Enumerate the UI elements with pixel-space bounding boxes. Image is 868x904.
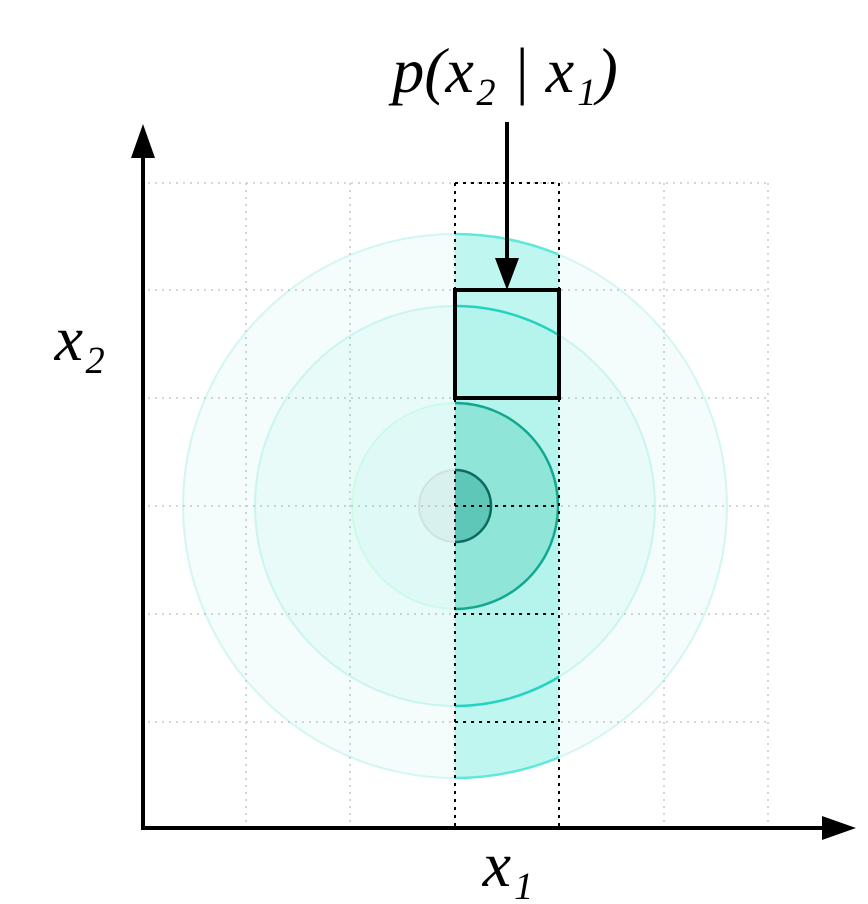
- x-axis-arrowhead: [822, 816, 856, 840]
- y-axis-arrowhead: [131, 124, 155, 158]
- y-axis-label: x₂: [54, 303, 106, 374]
- x-axis-label: x₁: [482, 829, 534, 900]
- strip-outline: [454, 182, 560, 828]
- conditional-strip: [455, 232, 559, 780]
- title: p(x₂ | x₁): [388, 35, 618, 106]
- pointer-arrowhead: [495, 258, 519, 290]
